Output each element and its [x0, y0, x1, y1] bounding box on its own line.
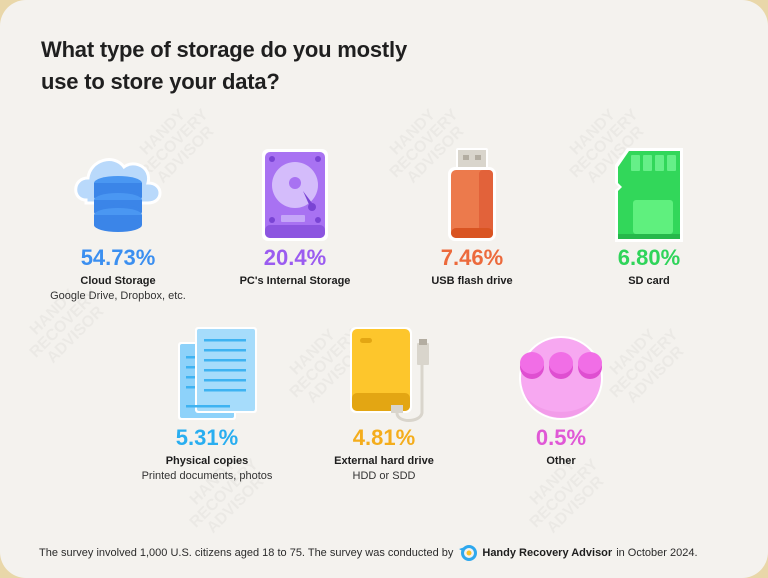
title-line-2: use to store your data? — [41, 69, 280, 94]
brand-name: Handy Recovery Advisor — [482, 547, 613, 559]
category-note: HDD or SDD — [352, 470, 416, 482]
brand-logo-icon — [459, 545, 478, 561]
footer-source: The survey involved 1,000 U.S. citizens … — [39, 545, 698, 561]
category-label: USB flash drive — [431, 275, 513, 287]
percentage: 4.81% — [352, 425, 416, 450]
page-title: What type of storage do you mostly use t… — [41, 34, 407, 98]
stat-usb-flash-drive: 7.46% USB flash drive — [372, 145, 572, 289]
stat-physical-copies: 5.31% Physical copies Printed documents,… — [107, 325, 307, 484]
category-label: External hard drive — [334, 455, 434, 467]
category-note: Google Drive, Dropbox, etc. — [50, 290, 186, 302]
stat-pc-internal-storage: 20.4% PC's Internal Storage — [195, 145, 395, 289]
stat-sd-card: 6.80% SD card — [549, 145, 749, 289]
percentage: 0.5% — [535, 425, 587, 450]
percentage: 6.80% — [617, 245, 681, 270]
sd-card-icon — [549, 145, 749, 245]
percentage: 7.46% — [440, 245, 504, 270]
external-drive-icon — [284, 325, 484, 425]
cloud-storage-icon — [18, 145, 218, 245]
category-label: Physical copies — [165, 455, 249, 467]
category-label: Cloud Storage — [80, 275, 156, 287]
footer-text: The survey involved 1,000 U.S. citizens … — [39, 547, 454, 559]
usb-flash-drive-icon — [372, 145, 572, 245]
category-note: Printed documents, photos — [141, 470, 273, 482]
title-line-1: What type of storage do you mostly — [41, 37, 408, 62]
category-label: PC's Internal Storage — [239, 275, 351, 287]
percentage: 54.73% — [80, 245, 156, 270]
stat-external-hard-drive: 4.81% External hard drive HDD or SDD — [284, 325, 484, 484]
category-label: SD card — [628, 275, 670, 287]
percentage: 20.4% — [263, 245, 327, 270]
hard-disk-icon — [195, 145, 395, 245]
more-dots-icon — [461, 325, 661, 425]
stat-other: 0.5% Other — [461, 325, 661, 469]
footer-date: in October 2024. — [616, 547, 698, 559]
category-label: Other — [546, 455, 576, 467]
percentage: 5.31% — [175, 425, 239, 450]
documents-icon — [107, 325, 307, 425]
stat-cloud-storage: 54.73% Cloud Storage Google Drive, Dropb… — [18, 145, 218, 304]
